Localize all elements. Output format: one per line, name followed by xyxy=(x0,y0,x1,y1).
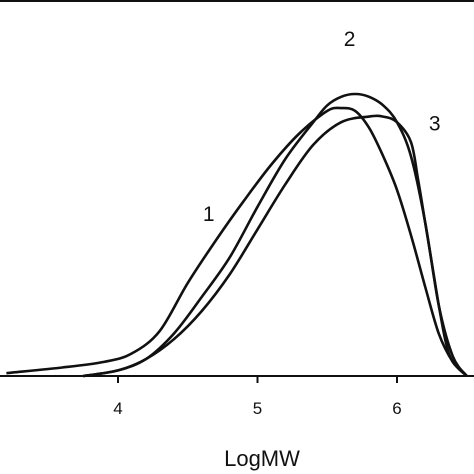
series-1-line xyxy=(6,106,468,377)
x-ticks: 4 5 6 xyxy=(113,376,402,418)
plot-area: 4 5 6 1 2 3 xyxy=(0,0,474,418)
x-tick-label: 5 xyxy=(253,399,262,418)
series-1-label: 1 xyxy=(203,203,215,226)
series-labels: 1 2 3 xyxy=(203,28,441,226)
x-axis-title: LogMW xyxy=(224,446,300,471)
series-3-line xyxy=(82,114,468,378)
series-curves xyxy=(6,92,468,378)
x-tick-label: 6 xyxy=(392,399,401,418)
series-2-label: 2 xyxy=(344,28,356,51)
series-3-label: 3 xyxy=(429,113,441,136)
x-tick-label: 4 xyxy=(113,399,122,418)
